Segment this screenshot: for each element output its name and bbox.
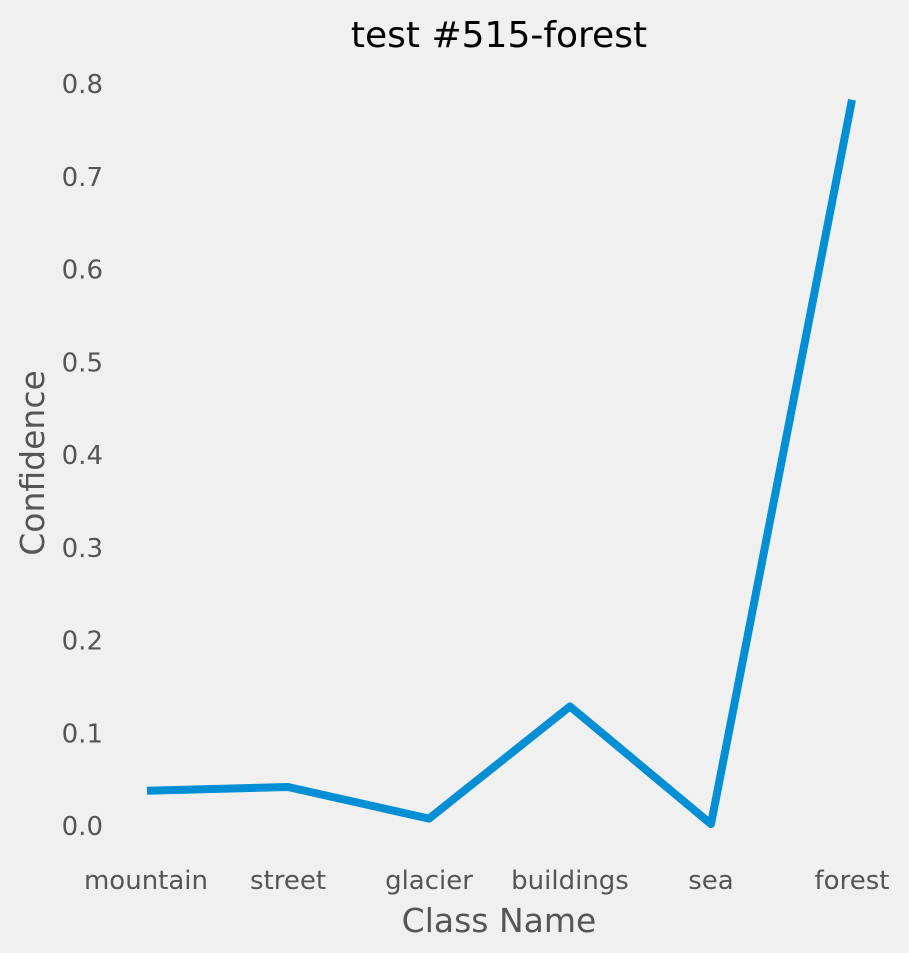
y-tick-label: 0.8: [62, 70, 103, 100]
series-layer: [146, 99, 856, 829]
y-tick-label: 0.4: [62, 441, 103, 471]
x-tick-label: sea: [688, 866, 733, 896]
y-axis-ticks: 0.0 0.1 0.2 0.3 0.4 0.5 0.6 0.7 0.8: [62, 70, 103, 842]
y-tick-label: 0.1: [62, 719, 103, 749]
x-axis-label: Class Name: [402, 901, 597, 940]
x-tick-label: glacier: [385, 866, 473, 896]
x-tick-label: street: [250, 866, 326, 896]
x-axis-ticks: mountain street glacier buildings sea forest: [84, 866, 889, 896]
y-tick-label: 0.0: [62, 812, 103, 842]
y-tick-label: 0.7: [62, 163, 103, 193]
y-tick-label: 0.5: [62, 348, 103, 378]
chart-title: test #515-forest: [351, 15, 647, 56]
x-tick-label: mountain: [84, 866, 208, 896]
x-tick-label: buildings: [511, 866, 629, 896]
y-axis-label: Confidence: [13, 370, 52, 556]
y-tick-label: 0.2: [62, 627, 103, 657]
y-tick-label: 0.3: [62, 534, 103, 564]
y-tick-label: 0.6: [62, 256, 103, 286]
series-line-0: [146, 99, 856, 829]
x-tick-label: forest: [815, 866, 890, 896]
